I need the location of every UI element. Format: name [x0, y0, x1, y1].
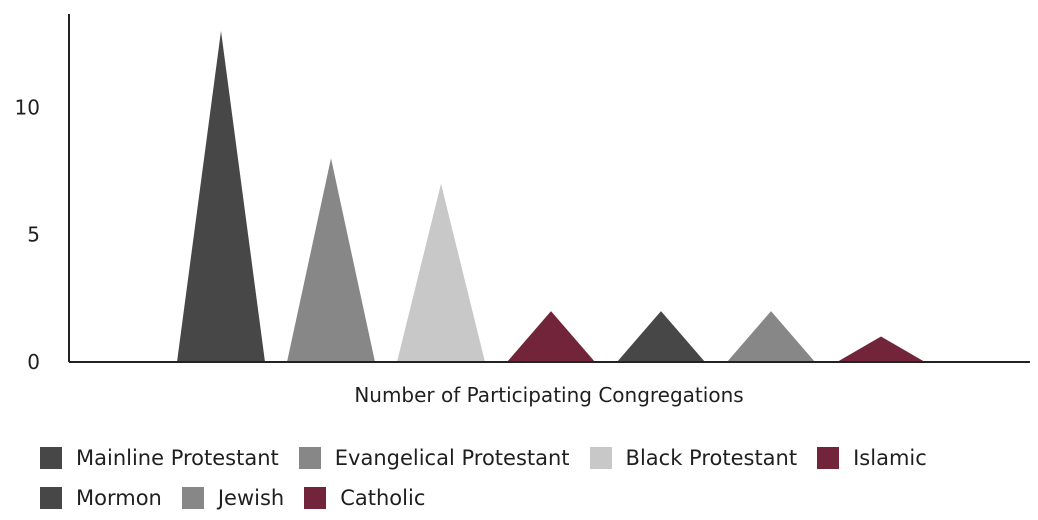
legend-item-evangelical-protestant: Evangelical Protestant — [298, 440, 570, 476]
legend-swatch — [304, 487, 327, 509]
chart-marks — [177, 31, 925, 362]
legend-item-mormon: Mormon — [40, 480, 162, 516]
bar-catholic — [837, 336, 925, 362]
bar-jewish — [727, 311, 815, 362]
legend-item-jewish: Jewish — [181, 480, 285, 516]
legend-label: Mormon — [76, 486, 162, 510]
y-tick-label: 5 — [27, 223, 40, 247]
y-tick-label: 0 — [27, 350, 40, 374]
legend-label: Black Protestant — [625, 446, 798, 470]
legend-label: Catholic — [340, 486, 426, 510]
legend-label: Islamic — [853, 446, 927, 470]
legend-label: Mainline Protestant — [76, 446, 279, 470]
bar-mainline-protestant — [177, 31, 265, 362]
legend-swatch — [817, 447, 840, 469]
legend-item-black-protestant: Black Protestant — [589, 440, 798, 476]
legend-swatch — [589, 447, 612, 469]
legend-swatch — [181, 487, 204, 509]
bar-black-protestant — [397, 183, 485, 362]
x-axis-title: Number of Participating Congregations — [354, 383, 743, 407]
legend-item-islamic: Islamic — [817, 440, 927, 476]
y-axis-ticks: 0 5 10 — [15, 95, 40, 374]
bar-islamic — [507, 311, 595, 362]
legend-label: Evangelical Protestant — [334, 446, 570, 470]
bar-mormon — [617, 311, 705, 362]
legend: Mainline Protestant Evangelical Protestan… — [40, 440, 1030, 520]
legend-label: Jewish — [217, 486, 285, 510]
legend-item-catholic: Catholic — [304, 480, 425, 516]
y-tick-label: 10 — [15, 95, 40, 119]
legend-swatch — [298, 447, 321, 469]
legend-swatch — [40, 487, 62, 509]
bar-evangelical-protestant — [287, 158, 375, 362]
legend-item-mainline-protestant: Mainline Protestant — [40, 440, 279, 476]
chart: 0 5 10 Number of Participating Congregatio… — [15, 14, 1030, 407]
legend-swatch — [40, 447, 62, 469]
